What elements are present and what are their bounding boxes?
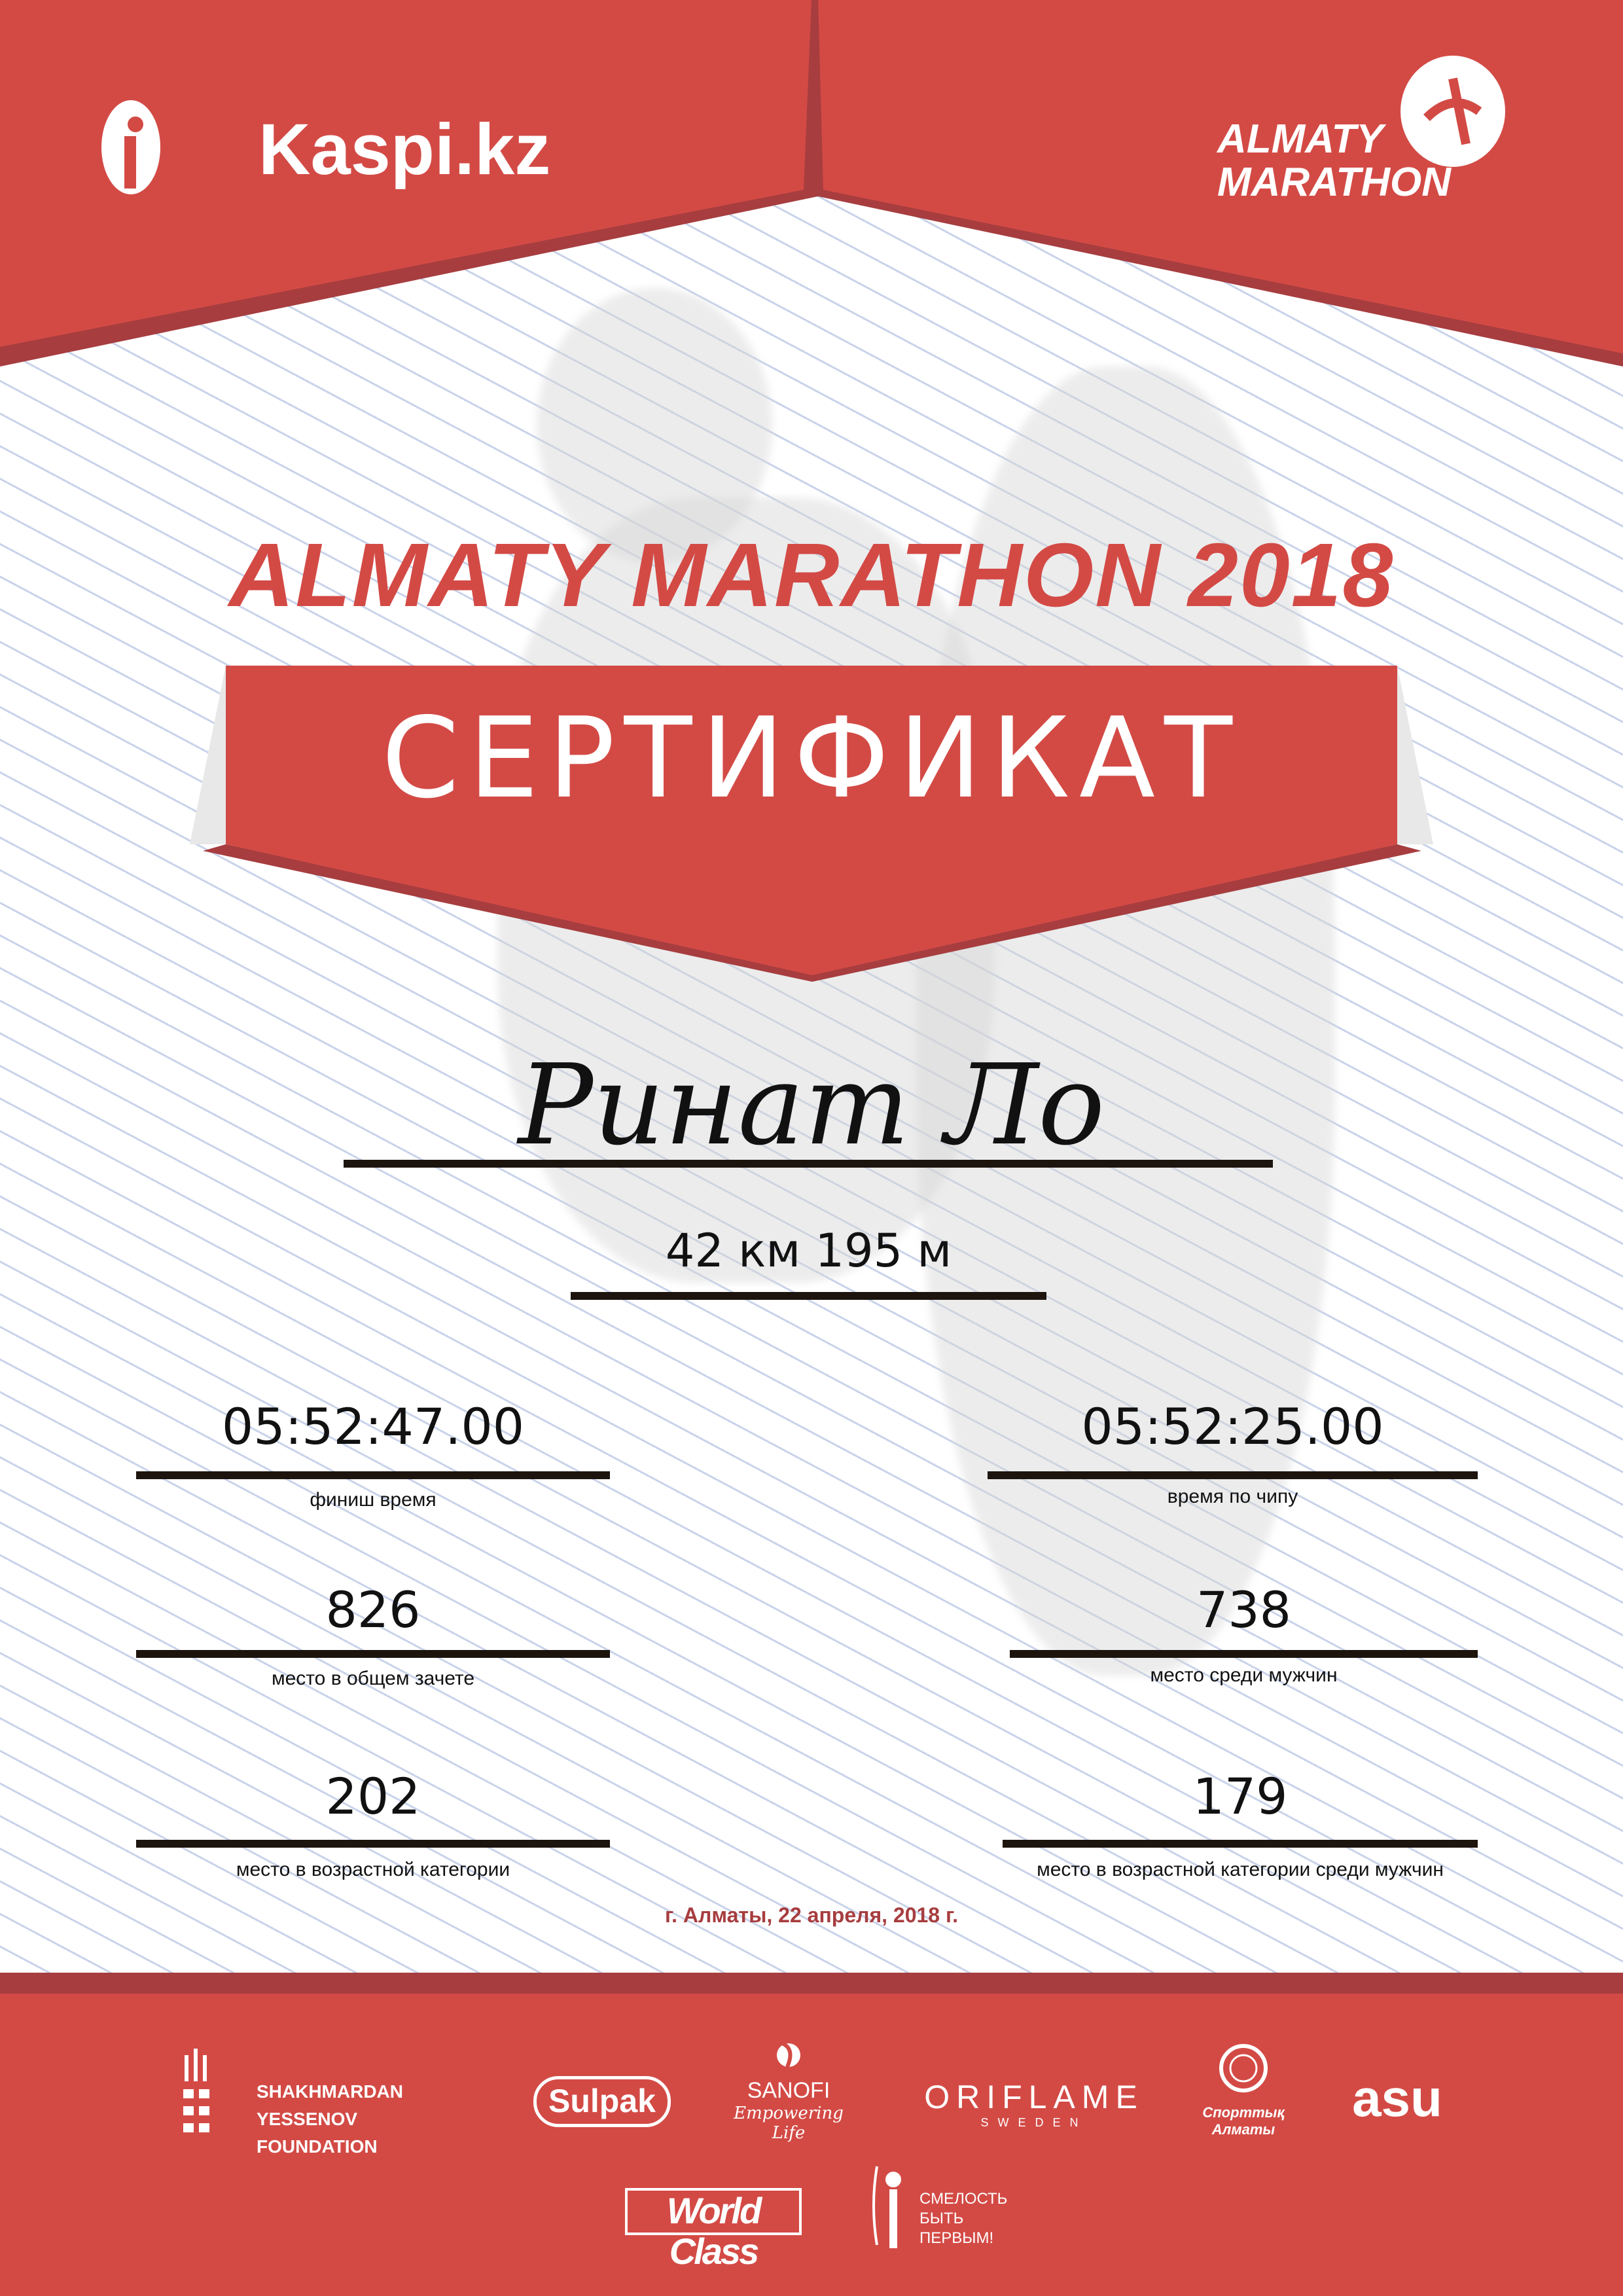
finish-time-underline [136,1471,610,1479]
date-place: г. Алматы, 22 апреля, 2018 г. [665,1903,958,1927]
distance-underline [571,1292,1046,1300]
event-title: ALMATY MARATHON 2018 [228,525,1395,626]
sponsor-world-class: World Class [625,2188,802,2272]
almaty-marathon-logo: ALMATY MARATHON [1217,118,1451,204]
certificate-banner [190,666,1433,982]
overall-place-value: 826 [325,1581,421,1639]
age-place-value: 202 [325,1767,421,1825]
chip-time-value: 05:52:25.00 [1081,1397,1384,1456]
yessenov-logo-icon [182,2049,219,2134]
sanofi-text: SANOFI [747,2078,830,2103]
sponsors-footer [0,1994,1623,2296]
sponsor-yessenov: SHAKHMARDAN YESSENOV FOUNDATION [257,2081,403,2157]
oriflame-sub: SWEDEN [980,2116,1088,2129]
age-gender-place-value: 179 [1192,1767,1288,1825]
logo-line-2: MARATHON [1217,160,1452,205]
logo-line-1: ALMATY [1217,117,1383,162]
sporttyk-text: Спорттық Алматы [1202,2104,1285,2138]
age-place-label: место в возрастной категории [236,1859,510,1880]
gender-place-label: место среди мужчин [1150,1664,1338,1686]
footer-divider [0,1973,1623,1994]
runner-logo-icon [1400,56,1505,167]
chip-time-underline [988,1471,1478,1479]
age-gender-place-label: место в возрастной категории среди мужчи… [1037,1859,1444,1880]
kaspi-logo-icon [95,98,226,196]
sponsor-sporttyk-almaty: Спорттық Алматы [1194,2036,1293,2138]
sponsor-smelost: СМЕЛОСТЬ БЫТЬ ПЕРВЫМ! [919,2190,1008,2247]
gender-place-underline [1010,1650,1478,1658]
overall-place-underline [136,1650,610,1658]
sponsor-sulpak: Sulpak [533,2076,671,2127]
age-gender-place-underline [1003,1840,1478,1848]
runner-photo [916,367,1335,1676]
sponsor-sanofi: SANOFI Empowering Life [726,2036,851,2143]
corporate-fund-runner-icon [872,2166,901,2248]
sporttyk-emblem-icon [1219,2044,1268,2092]
gender-place-value: 738 [1196,1581,1292,1639]
finish-time-label: финиш время [310,1489,437,1511]
certificate-heading: СЕРТИФИКАТ [382,694,1241,823]
oriflame-text: ORIFLAME [924,2079,1144,2115]
header-banner [0,0,1623,367]
sponsor-asu: asu [1352,2069,1442,2127]
name-underline [344,1160,1273,1168]
chip-time-label: время по чипу [1167,1486,1298,1507]
sponsor-oriflame: ORIFLAME SWEDEN [923,2078,1145,2130]
overall-place-label: место в общем зачете [271,1668,475,1689]
sanofi-bird-icon [777,2041,800,2068]
kaspi-logo-text: Kaspi.kz [259,109,551,190]
runner-photo [537,288,772,563]
sanofi-tagline: Empowering Life [734,2104,844,2143]
participant-name: Ринат Ло [518,1041,1105,1170]
distance: 42 км 195 м [665,1224,952,1278]
finish-time-value: 05:52:47.00 [221,1397,525,1456]
age-place-underline [136,1840,610,1848]
